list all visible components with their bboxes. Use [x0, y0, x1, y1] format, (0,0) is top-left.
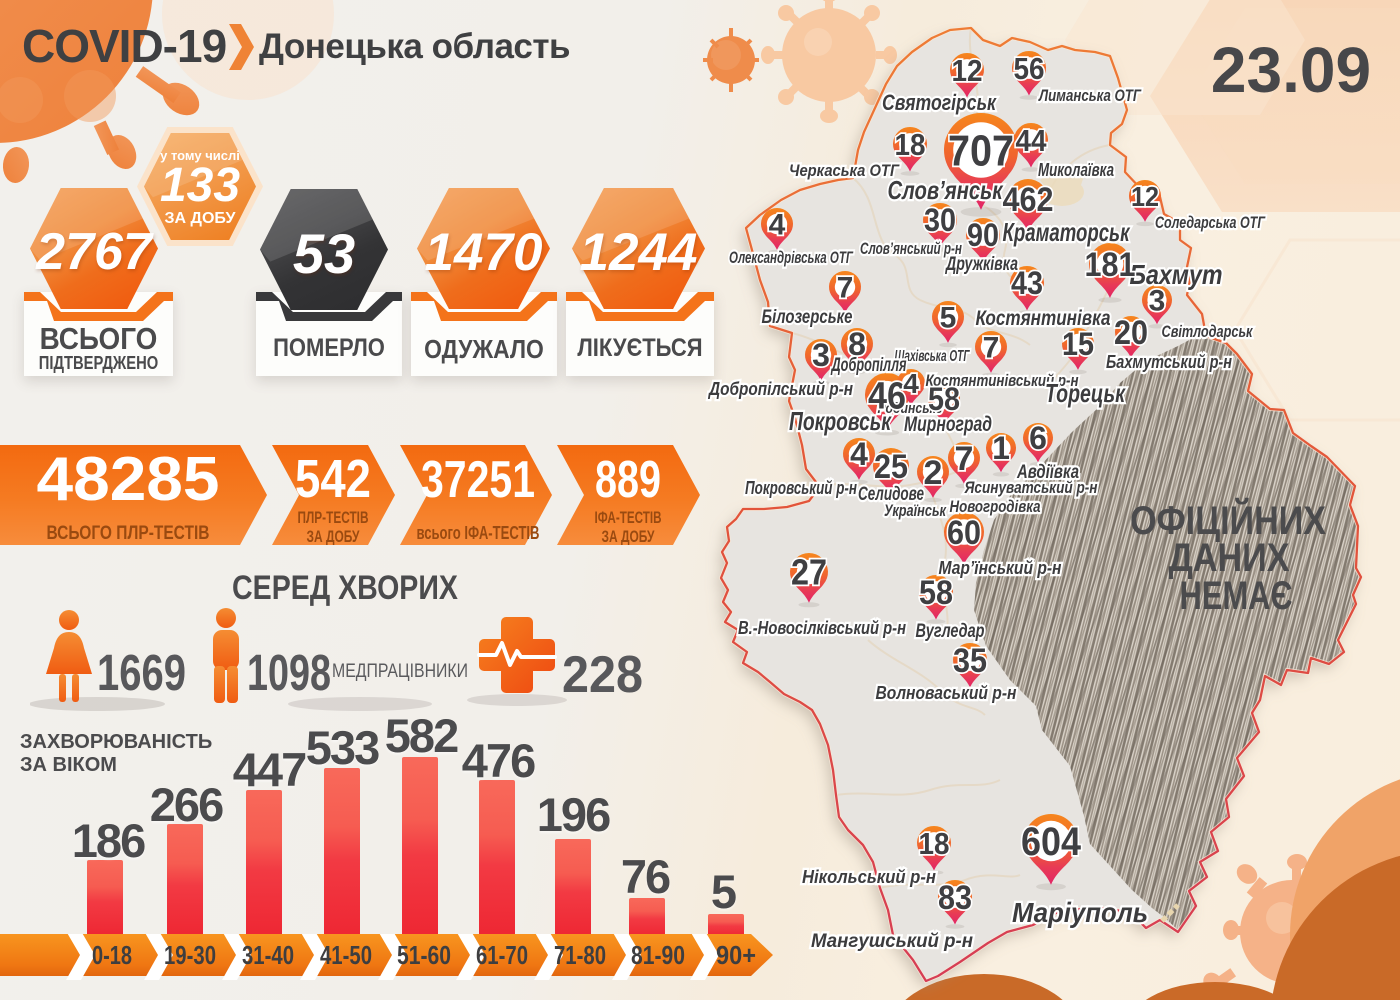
svg-text:Костянтинівка: Костянтинівка: [976, 307, 1111, 330]
svg-text:Миколаївка: Миколаївка: [1038, 160, 1114, 180]
svg-text:12: 12: [1131, 181, 1159, 212]
svg-text:Слов’янськ: Слов’янськ: [888, 175, 1004, 205]
svg-text:3: 3: [812, 337, 830, 373]
svg-text:1: 1: [992, 430, 1010, 466]
svg-text:В.-Новосілківський р-н: В.-Новосілківський р-н: [738, 618, 906, 638]
svg-text:Костянтинівський р-н: Костянтинівський р-н: [926, 371, 1079, 390]
svg-text:Нікольський р-н: Нікольський р-н: [802, 867, 936, 887]
svg-text:25: 25: [874, 448, 908, 486]
svg-text:Шахівська ОТГ: Шахівська ОТГ: [895, 348, 971, 365]
svg-text:30: 30: [924, 202, 956, 238]
svg-text:Родинське: Родинське: [878, 400, 943, 417]
svg-text:Маріуполь: Маріуполь: [1012, 897, 1148, 928]
svg-text:18: 18: [919, 826, 950, 861]
svg-text:Білозерське: Білозерське: [762, 307, 853, 328]
svg-text:1669: 1669: [97, 644, 186, 701]
svg-text:всього ІФА-ТЕСТІВ: всього ІФА-ТЕСТІВ: [417, 523, 540, 543]
svg-text:Краматорськ: Краматорськ: [1003, 217, 1131, 247]
svg-text:Черкаська ОТГ: Черкаська ОТГ: [789, 161, 900, 180]
svg-text:41-50: 41-50: [320, 940, 372, 970]
svg-text:71-80: 71-80: [554, 940, 606, 970]
svg-text:8: 8: [848, 326, 866, 362]
svg-text:Мангушський р-н: Мангушський р-н: [811, 931, 974, 952]
svg-text:58: 58: [928, 381, 960, 417]
svg-text:58: 58: [919, 574, 953, 612]
svg-text:6: 6: [1029, 420, 1047, 456]
svg-text:43: 43: [1011, 265, 1043, 301]
svg-text:Ясинуватський р-н: Ясинуватський р-н: [964, 478, 1098, 497]
svg-text:18: 18: [895, 127, 926, 162]
svg-text:56: 56: [1014, 51, 1045, 86]
svg-text:90: 90: [967, 217, 999, 253]
svg-text:181: 181: [1085, 246, 1136, 284]
svg-text:ПЛР-ТЕСТІВ: ПЛР-ТЕСТІВ: [298, 508, 369, 527]
svg-text:МЕДПРАЦІВНИКИ: МЕДПРАЦІВНИКИ: [332, 661, 468, 682]
svg-text:7: 7: [983, 332, 1000, 365]
svg-text:2: 2: [924, 454, 943, 492]
svg-text:Святогірськ: Святогірськ: [882, 90, 997, 115]
svg-text:ДАНИХ: ДАНИХ: [1169, 536, 1290, 580]
svg-text:46: 46: [868, 375, 906, 417]
svg-text:Новогродівка: Новогродівка: [950, 497, 1041, 516]
svg-text:Авдіївка: Авдіївка: [1016, 462, 1079, 483]
svg-text:Волноваський р-н: Волноваський р-н: [876, 683, 1017, 703]
svg-text:ЗА ДОБУ: ЗА ДОБУ: [307, 527, 360, 545]
svg-text:5: 5: [940, 302, 957, 335]
svg-text:НЕМАЄ: НЕМАЄ: [1180, 574, 1293, 618]
svg-text:707: 707: [948, 126, 1014, 175]
svg-text:Слов’янський р-н: Слов’янський р-н: [860, 239, 962, 258]
svg-text:Світлодарськ: Світлодарськ: [1162, 322, 1254, 341]
svg-text:228: 228: [562, 646, 643, 704]
svg-text:Селидове: Селидове: [858, 484, 924, 505]
svg-text:20: 20: [1114, 314, 1148, 352]
svg-text:19-30: 19-30: [164, 940, 216, 970]
svg-text:48285: 48285: [37, 445, 220, 514]
svg-text:Соледарська ОТГ: Соледарська ОТГ: [1155, 213, 1266, 232]
svg-text:83: 83: [938, 879, 972, 917]
svg-text:7: 7: [837, 272, 854, 305]
svg-text:60: 60: [947, 514, 981, 552]
svg-text:462: 462: [1003, 181, 1054, 219]
svg-text:3: 3: [1149, 285, 1166, 318]
svg-text:Лиманська ОТГ: Лиманська ОТГ: [1037, 86, 1142, 105]
svg-text:15: 15: [1062, 326, 1094, 362]
svg-text:90+: 90+: [716, 940, 756, 970]
svg-text:0-18: 0-18: [92, 940, 132, 970]
svg-text:Бахмутський р-н: Бахмутський р-н: [1106, 352, 1232, 372]
svg-text:542: 542: [295, 449, 371, 509]
svg-text:ІФА-ТЕСТІВ: ІФА-ТЕСТІВ: [595, 508, 662, 527]
svg-text:1098: 1098: [247, 644, 331, 701]
svg-text:ВСЬОГО ПЛР-ТЕСТІВ: ВСЬОГО ПЛР-ТЕСТІВ: [47, 523, 210, 544]
svg-text:31-40: 31-40: [242, 940, 294, 970]
svg-text:61-70: 61-70: [476, 940, 528, 970]
svg-text:Мирноград: Мирноград: [904, 413, 992, 436]
svg-text:ОФІЦІЙНИХ: ОФІЦІЙНИХ: [1130, 497, 1326, 543]
svg-text:Покровськ: Покровськ: [789, 406, 892, 436]
svg-text:81-90: 81-90: [631, 940, 685, 970]
svg-text:Добропілський р-н: Добропілський р-н: [707, 379, 853, 399]
svg-text:Мар’їнський р-н: Мар’їнський р-н: [939, 558, 1062, 578]
svg-text:Дружківка: Дружківка: [945, 254, 1019, 275]
svg-text:12: 12: [952, 53, 983, 88]
svg-text:Олександрівська ОТГ: Олександрівська ОТГ: [729, 248, 854, 267]
svg-text:7: 7: [955, 440, 974, 478]
svg-text:37251: 37251: [421, 451, 535, 509]
svg-text:Українськ: Українськ: [884, 501, 947, 520]
svg-text:Вугледар: Вугледар: [916, 621, 985, 642]
svg-text:Бахмут: Бахмут: [1130, 259, 1223, 290]
svg-text:35: 35: [953, 642, 987, 680]
svg-text:4: 4: [850, 436, 868, 472]
svg-text:604: 604: [1021, 820, 1082, 864]
svg-text:4: 4: [769, 209, 786, 242]
svg-text:4: 4: [903, 368, 919, 399]
svg-text:51-60: 51-60: [397, 940, 451, 970]
svg-text:44: 44: [1016, 123, 1048, 158]
svg-text:27: 27: [791, 552, 827, 593]
svg-text:889: 889: [595, 451, 661, 509]
svg-text:ЗА ДОБУ: ЗА ДОБУ: [602, 527, 655, 545]
svg-text:Добропілля: Добропілля: [830, 355, 906, 376]
svg-text:Торецьк: Торецьк: [1045, 378, 1126, 408]
svg-text:Покровський р-н: Покровський р-н: [745, 478, 857, 498]
